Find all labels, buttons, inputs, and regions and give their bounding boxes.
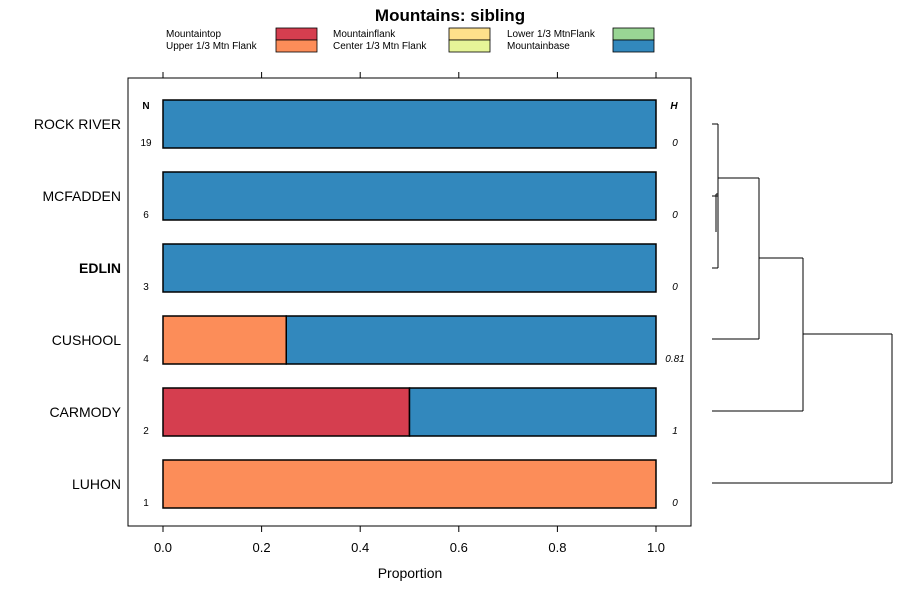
- bar-segment: [408, 387, 657, 437]
- legend-label: Lower 1/3 MtnFlank: [507, 29, 596, 40]
- bar-segment: [162, 387, 411, 437]
- row-labels: ROCK RIVER 19 0 MCFADDEN 6 0 EDLIN 3 0 CUSHOOL 4 0.…: [34, 116, 685, 509]
- bar-segment: [285, 315, 657, 365]
- legend-swatch: [275, 27, 318, 41]
- category-label: CUSHOOL: [52, 332, 121, 348]
- n-value: 19: [140, 138, 152, 149]
- h-value: 0: [672, 138, 678, 149]
- x-axis-label: Proportion: [378, 565, 443, 581]
- bar-segment: [162, 243, 657, 293]
- legend-label: Center 1/3 Mtn Flank: [333, 41, 427, 52]
- category-label: EDLIN: [79, 260, 121, 276]
- x-tick-label: 0.4: [351, 540, 369, 555]
- legend-swatch: [612, 39, 655, 53]
- plot-frame: [127, 77, 692, 527]
- h-value: 0: [672, 282, 678, 293]
- x-tick-label: 0.2: [253, 540, 271, 555]
- bars: [162, 99, 657, 509]
- chart-title: Mountains: sibling: [375, 6, 525, 25]
- n-value: 4: [143, 354, 149, 365]
- category-label: LUHON: [72, 476, 121, 492]
- n-column-header: N: [142, 101, 149, 112]
- legend-swatch: [612, 27, 655, 41]
- h-value: 0: [672, 498, 678, 509]
- h-value: 0.81: [665, 354, 684, 365]
- x-tick-label: 0.0: [154, 540, 172, 555]
- n-value: 1: [143, 498, 149, 509]
- legend-label: Mountainflank: [333, 29, 396, 40]
- bar-segment: [162, 459, 657, 509]
- h-value: 1: [672, 426, 678, 437]
- category-label: MCFADDEN: [42, 188, 121, 204]
- bar-segment: [162, 315, 287, 365]
- h-column-header: H: [670, 101, 678, 112]
- category-label: ROCK RIVER: [34, 116, 121, 132]
- h-value: 0: [672, 210, 678, 221]
- legend-swatch: [448, 27, 491, 41]
- n-value: 6: [143, 210, 149, 221]
- x-axis: 0.0 0.2 0.4 0.6 0.8 1.0: [154, 72, 665, 555]
- n-value: 3: [143, 282, 149, 293]
- x-tick-label: 0.6: [450, 540, 468, 555]
- bar-segment: [162, 99, 657, 149]
- legend-label: Mountainbase: [507, 41, 570, 52]
- legend-swatch: [275, 39, 318, 53]
- bar-segment: [162, 171, 657, 221]
- legend-swatch: [448, 39, 491, 53]
- legend-label: Mountaintop: [166, 29, 221, 40]
- legend-label: Upper 1/3 Mtn Flank: [166, 41, 258, 52]
- x-tick-label: 0.8: [548, 540, 566, 555]
- x-tick-label: 1.0: [647, 540, 665, 555]
- category-label: CARMODY: [49, 404, 121, 420]
- n-value: 2: [143, 426, 149, 437]
- dendrogram: [712, 123, 893, 484]
